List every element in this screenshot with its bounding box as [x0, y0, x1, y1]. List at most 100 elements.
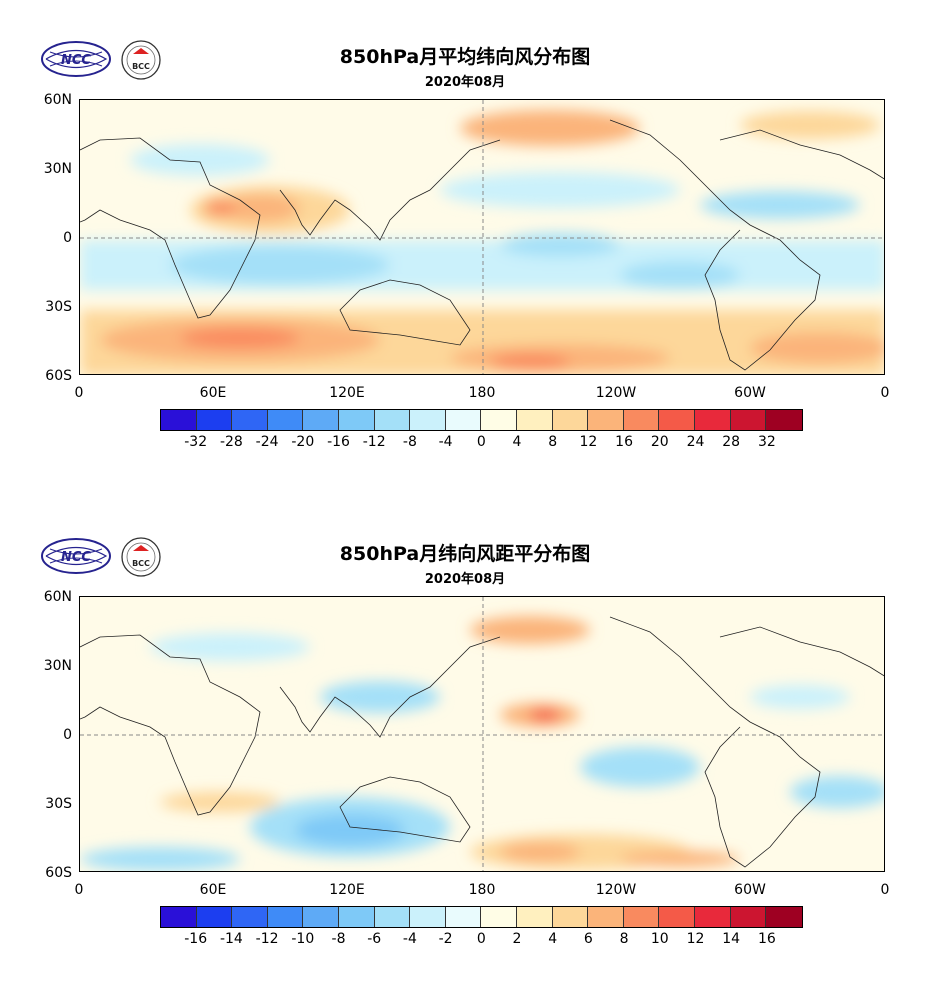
lon-label: 120W	[595, 882, 637, 898]
lon-label: 120W	[595, 385, 637, 401]
colorbar-tick-label: -2	[438, 931, 453, 947]
colorbar-tick-label: -12	[255, 931, 279, 947]
colorbar-cell	[267, 410, 304, 430]
colorbar-tick-label: 16	[757, 931, 776, 947]
colorbar-cell	[694, 410, 731, 430]
lat-label: 0	[63, 230, 72, 246]
map-plot-area	[79, 596, 885, 872]
colorbar-tick-label: -28	[219, 434, 243, 450]
colorbar-cell	[196, 410, 233, 430]
lon-label: 60W	[734, 882, 766, 898]
colorbar-cell	[338, 907, 375, 927]
colorbar-tick-label: 16	[615, 434, 633, 450]
lat-label: 30N	[43, 161, 72, 177]
lon-label: 0	[880, 385, 890, 401]
colorbar-tick-label: -4	[438, 434, 453, 450]
lon-label: 0	[880, 882, 890, 898]
lat-label: 30N	[43, 658, 72, 674]
colorbar-cell	[588, 410, 624, 430]
colorbar-cell	[232, 410, 268, 430]
colorbar-tick-label: 10	[650, 931, 669, 947]
lon-label: 0	[74, 882, 84, 898]
map-plot-area	[79, 99, 885, 375]
colorbar-cell	[766, 410, 802, 430]
lon-label: 60E	[199, 385, 227, 401]
colorbar-cell	[481, 410, 517, 430]
bcc-logo: BCC	[120, 40, 162, 84]
colorbar-cell	[481, 907, 517, 927]
colorbar-tick-label: 20	[650, 434, 669, 450]
colorbar-cell	[410, 410, 446, 430]
colorbar-tick-label: 24	[686, 434, 705, 450]
mean-wind-panel: NCC BCC 850hPa月平均纬向风分布图 2020年08月	[0, 0, 930, 480]
lon-label: 60W	[734, 385, 766, 401]
colorbar-tick-label: 4	[512, 434, 522, 450]
colorbar-cell	[766, 907, 802, 927]
colorbar-tick-label: 4	[548, 931, 558, 947]
lon-label: 180	[468, 385, 496, 401]
lon-label: 0	[74, 385, 84, 401]
lon-label: 120E	[329, 385, 365, 401]
lat-label: 30S	[45, 299, 72, 315]
colorbar-tick-label: -12	[362, 434, 386, 450]
lat-label: 30S	[45, 796, 72, 812]
colorbar-tick-label: -32	[184, 434, 208, 450]
lat-label: 0	[63, 727, 72, 743]
colorbar-tick-label: 28	[722, 434, 741, 450]
colorbar-cell	[374, 907, 411, 927]
lat-label: 60N	[43, 92, 72, 108]
colorbar-tick-label: -10	[291, 931, 315, 947]
colorbar-tick-label: -16	[327, 434, 350, 450]
colorbar-cell	[161, 410, 197, 430]
svg-text:NCC: NCC	[61, 53, 91, 68]
colorbar-tick-label: -20	[291, 434, 315, 450]
map-subtitle: 2020年08月	[424, 75, 506, 90]
colorbar-cell	[374, 410, 411, 430]
ncc-logo: NCC	[40, 537, 112, 579]
anomaly-wind-panel: NCC BCC 850hPa月纬向风距平分布图 2020年08月	[0, 497, 930, 977]
colorbar-tick-label: -6	[367, 931, 382, 947]
lat-label: 60S	[45, 865, 72, 881]
colorbar-tick-label: -8	[402, 434, 417, 450]
colorbar-cell	[552, 410, 589, 430]
colorbar-cell	[338, 410, 375, 430]
colorbar-cell	[196, 907, 233, 927]
lon-label: 120E	[329, 882, 365, 898]
svg-text:BCC: BCC	[132, 559, 150, 568]
colorbar-tick-label: 12	[579, 434, 598, 450]
map-subtitle: 2020年08月	[424, 572, 506, 587]
map-title: 850hPa月纬向风距平分布图	[339, 543, 591, 565]
colorbar-cell	[730, 410, 767, 430]
lon-label: 60E	[199, 882, 227, 898]
colorbar-tick-label: 6	[583, 931, 593, 947]
colorbar-cell	[232, 907, 268, 927]
colorbar-tick-label: -4	[402, 931, 417, 947]
colorbar-cell	[303, 907, 339, 927]
colorbar-cell	[410, 907, 446, 927]
colorbar-cell	[445, 907, 482, 927]
colorbar-cell	[623, 907, 660, 927]
colorbar-cell	[659, 410, 695, 430]
lat-label: 60N	[43, 589, 72, 605]
colorbar-cell	[552, 907, 589, 927]
colorbar-tick-label: -16	[184, 931, 208, 947]
colorbar-cell	[516, 907, 553, 927]
colorbar-cell	[588, 907, 624, 927]
colorbar-tick-label: 0	[476, 434, 486, 450]
colorbar	[160, 906, 803, 928]
lat-label: 60S	[45, 368, 72, 384]
svg-text:NCC: NCC	[61, 550, 91, 565]
lon-label: 180	[468, 882, 496, 898]
colorbar-cell	[730, 907, 767, 927]
colorbar-tick-label: 14	[722, 931, 741, 947]
colorbar	[160, 409, 803, 431]
colorbar-tick-label: 2	[512, 931, 522, 947]
colorbar-cell	[267, 907, 304, 927]
svg-text:BCC: BCC	[132, 62, 150, 71]
map-title: 850hPa月平均纬向风分布图	[339, 46, 591, 68]
colorbar-tick-label: 32	[757, 434, 776, 450]
colorbar-cell	[623, 410, 660, 430]
colorbar-tick-label: -14	[219, 931, 243, 947]
colorbar-cell	[516, 410, 553, 430]
colorbar-tick-label: 8	[548, 434, 558, 450]
